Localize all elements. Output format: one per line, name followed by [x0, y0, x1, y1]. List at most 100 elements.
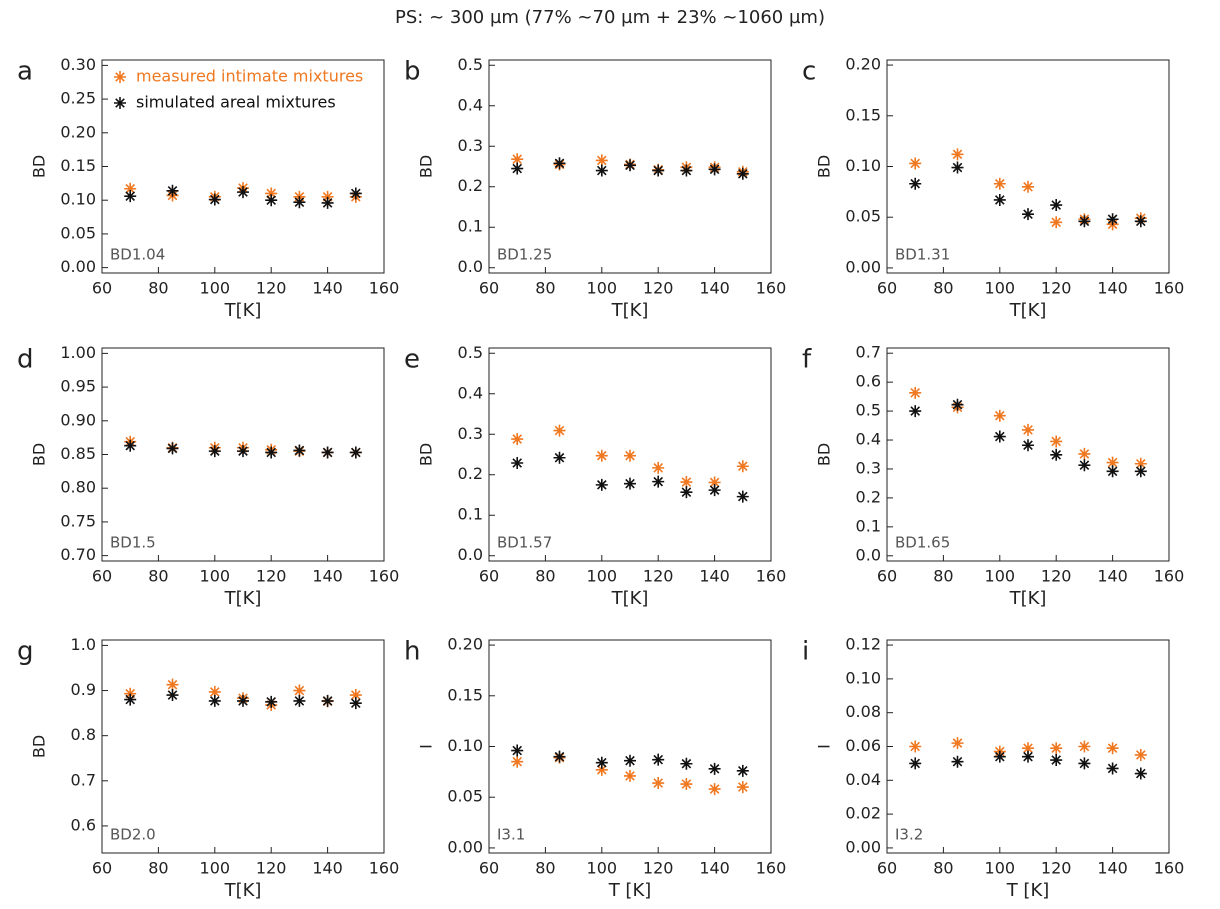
x-tick-label: 80 — [933, 567, 953, 586]
data-point — [208, 445, 221, 458]
data-point — [349, 697, 362, 710]
x-tick-label: 120 — [643, 279, 674, 298]
data-point — [652, 753, 665, 766]
data-point — [1134, 748, 1147, 761]
x-tick-label: 60 — [479, 567, 499, 586]
data-point — [909, 405, 922, 418]
data-point — [553, 424, 566, 437]
x-axis-label: T[K] — [611, 588, 649, 609]
y-tick-label: 0.0 — [458, 257, 483, 276]
panel: 60 80 100 120 140 160 0.0 0.1 0.2 0.3 0.4 0.5 0.6 0.7… — [802, 343, 1184, 609]
y-tick-label: 0.2 — [458, 176, 483, 195]
data-point — [1106, 213, 1119, 226]
y-tick-label: 0.00 — [60, 257, 96, 276]
x-tick-label: 60 — [479, 859, 499, 878]
data-point — [1022, 750, 1034, 763]
data-point — [293, 684, 306, 697]
y-tick-label: 0.04 — [845, 770, 881, 789]
data-point — [736, 167, 749, 180]
x-tick-label: 100 — [985, 279, 1016, 298]
x-axis-label: T[K] — [224, 300, 262, 321]
y-tick-label: 0.00 — [447, 837, 483, 856]
x-tick-label: 60 — [479, 279, 499, 298]
legend-label: simulated areal mixtures — [136, 93, 336, 112]
data-point — [166, 678, 179, 691]
plot-frame — [886, 347, 1170, 562]
data-point — [553, 750, 566, 763]
x-tick-label: 160 — [369, 859, 400, 878]
data-point — [124, 439, 137, 452]
data-point — [511, 744, 524, 757]
panel-letter: b — [404, 57, 421, 87]
y-tick-label: 0.20 — [845, 55, 881, 74]
y-axis-label: BD — [30, 443, 49, 466]
data-point — [1022, 180, 1034, 193]
x-tick-label: 160 — [369, 567, 400, 586]
data-point — [321, 694, 334, 707]
panel-annotation: BD1.25 — [497, 246, 552, 264]
y-tick-label: 0.0 — [856, 545, 881, 564]
data-point — [993, 177, 1006, 190]
data-point — [680, 164, 693, 177]
data-point — [909, 386, 922, 399]
x-tick-label: 80 — [933, 279, 953, 298]
data-point — [321, 446, 334, 459]
x-axis-label: T [K] — [608, 880, 652, 901]
data-point — [708, 476, 721, 489]
data-point — [208, 193, 221, 206]
x-tick-label: 120 — [1041, 279, 1072, 298]
figure-title: PS: ~ 300 µm (77% ~70 µm + 23% ~1060 µm) — [395, 7, 825, 28]
x-tick-label: 140 — [312, 859, 343, 878]
data-point — [166, 184, 179, 197]
data-point — [993, 409, 1006, 422]
data-point — [680, 757, 693, 770]
y-tick-label: 0.20 — [447, 635, 483, 654]
y-tick-label: 0.08 — [845, 702, 881, 721]
data-point — [1022, 742, 1034, 755]
y-tick-label: 1.00 — [60, 343, 96, 362]
x-tick-label: 160 — [1154, 279, 1185, 298]
y-tick-label: 0.9 — [71, 680, 96, 699]
x-tick-label: 140 — [312, 567, 343, 586]
y-tick-label: 0.10 — [845, 668, 881, 687]
data-point — [293, 694, 306, 707]
y-tick-label: 0.20 — [60, 122, 96, 141]
data-point — [1022, 439, 1034, 452]
data-point — [511, 755, 524, 768]
y-tick-label: 0.02 — [845, 804, 881, 823]
panel-letter: f — [802, 345, 812, 375]
y-tick-label: 0.90 — [60, 410, 96, 429]
x-tick-label: 100 — [200, 279, 231, 298]
data-point — [993, 193, 1006, 206]
data-point — [736, 781, 749, 794]
panel: 60 80 100 120 140 160 0.00 0.05 0.10 0.15 0.20 0.25… — [17, 55, 399, 321]
data-point — [951, 398, 964, 411]
x-tick-label: 140 — [699, 859, 730, 878]
y-tick-label: 1.0 — [71, 635, 96, 654]
data-point — [595, 164, 608, 177]
data-point — [237, 694, 249, 707]
data-point — [1050, 216, 1063, 229]
data-point — [1106, 465, 1119, 478]
y-tick-label: 0.7 — [856, 343, 881, 362]
x-tick-label: 100 — [587, 859, 618, 878]
data-point — [208, 685, 221, 698]
x-tick-label: 160 — [756, 279, 787, 298]
data-point — [624, 769, 636, 782]
x-axis-label: T [K] — [1006, 880, 1050, 901]
x-tick-label: 140 — [1097, 859, 1128, 878]
data-point — [265, 695, 278, 708]
x-tick-label: 80 — [148, 859, 168, 878]
y-tick-label: 0.05 — [447, 787, 483, 806]
panel: 60 80 100 120 140 160 0.00 0.05 0.10 0.15 0.20 T[K]… — [802, 55, 1184, 321]
y-tick-label: 0.3 — [458, 424, 483, 443]
data-point — [237, 445, 249, 458]
data-point — [680, 476, 693, 489]
data-point — [124, 693, 137, 706]
x-tick-label: 120 — [256, 859, 287, 878]
plot-frame — [488, 59, 772, 274]
y-tick-label: 0.1 — [856, 516, 881, 535]
data-point — [708, 163, 721, 176]
data-point — [511, 153, 524, 166]
